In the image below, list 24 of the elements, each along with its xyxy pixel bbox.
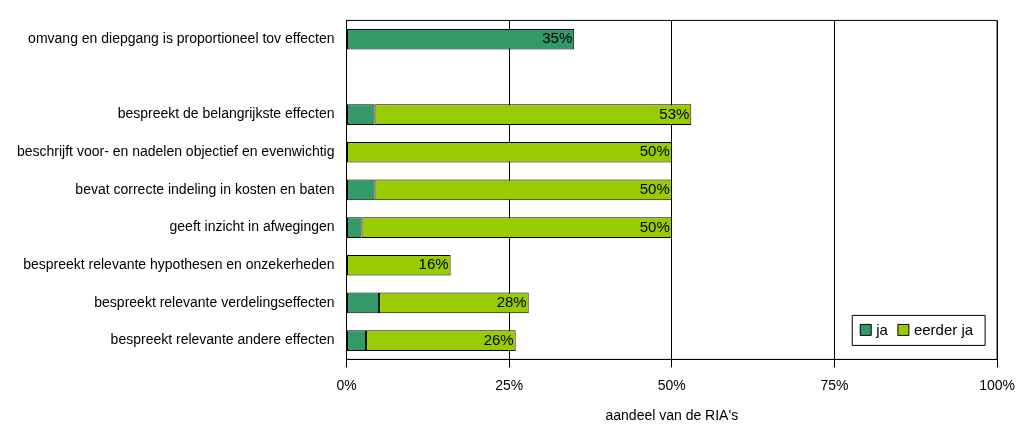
- total-label: 35%: [542, 29, 573, 47]
- x-tick-label: 100%: [979, 376, 1015, 393]
- x-tick-label: 25%: [495, 376, 524, 393]
- y-tick-label: beschrijft voor- en nadelen objectief en evenwichtig: [16, 143, 335, 160]
- x-tick-label: 75%: [820, 376, 849, 393]
- total-label: 50%: [639, 180, 670, 198]
- y-tick-label: bespreekt relevante hypothesen en onzekerheden: [23, 256, 335, 273]
- x-axis-title: aandeel van de RIA's: [605, 407, 739, 424]
- legend-label: ja: [875, 320, 889, 338]
- total-label: 16%: [418, 255, 449, 273]
- y-tick-label: omvang en diepgang is proportioneel tov effecten: [28, 30, 335, 47]
- y-tick-label: bevat correcte indeling in kosten en baten: [75, 180, 335, 197]
- total-label: 50%: [639, 217, 670, 235]
- total-label: 53%: [659, 104, 690, 122]
- legend-label: eerder ja: [913, 320, 974, 338]
- x-tick-label: 50%: [657, 376, 686, 393]
- total-label: 50%: [639, 142, 670, 160]
- y-tick-label: bespreekt relevante verdelingseffecten: [94, 293, 335, 310]
- y-tick-label: bespreekt relevante andere effecten: [110, 331, 335, 348]
- y-tick-label: geeft inzicht in afwegingen: [169, 218, 335, 235]
- x-tick-label: 0%: [336, 376, 357, 393]
- total-label: 28%: [496, 293, 527, 311]
- y-tick-label: bespreekt de belangrijkste effecten: [117, 105, 335, 122]
- total-label: 26%: [483, 330, 514, 348]
